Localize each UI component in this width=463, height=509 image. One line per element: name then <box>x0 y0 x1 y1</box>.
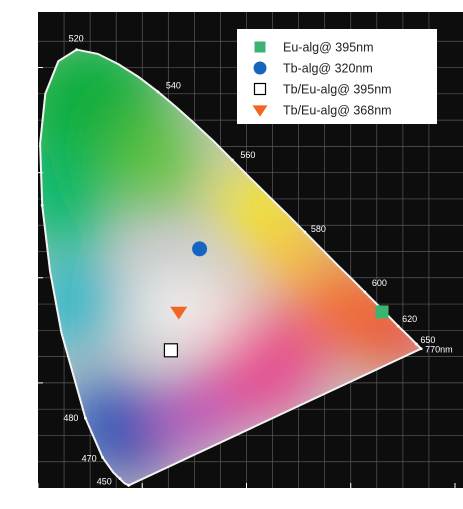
data-point <box>163 343 179 358</box>
gamut-blob <box>157 377 231 451</box>
data-point <box>192 241 208 257</box>
wavelength-tick <box>419 347 423 351</box>
wavelength-label: 450 <box>97 477 112 487</box>
wavelength-label: 520 <box>69 34 84 44</box>
wavelength-label: 770nm <box>425 345 453 355</box>
wavelength-tick <box>118 477 122 480</box>
wavelength-label: 620 <box>402 314 417 324</box>
legend-marker <box>253 61 267 75</box>
wavelength-tick <box>231 158 234 162</box>
wavelength-label: 480 <box>63 413 78 423</box>
x-tick-label: 0.2 <box>135 490 149 501</box>
wavelength-label: 580 <box>311 224 326 234</box>
data-point <box>170 306 188 320</box>
wavelength-tick <box>84 416 87 420</box>
wavelength-tick <box>415 342 418 346</box>
wavelength-label: 600 <box>372 278 387 288</box>
wavelength-label: 540 <box>166 81 181 91</box>
x-tick-label: 0.8 <box>441 490 455 501</box>
legend-label: Tb-alg@ 320nm <box>283 62 373 76</box>
x-tick-label: 0.6 <box>344 490 358 501</box>
wavelength-tick <box>75 48 78 52</box>
wavelength-label: 650 <box>420 335 435 345</box>
y-tick-label: 0.6 <box>19 168 33 179</box>
y-tick-label: 0.4 <box>19 273 33 284</box>
wavelength-label: 560 <box>240 150 255 160</box>
wavelength-tick <box>396 324 400 328</box>
y-axis-label: y <box>21 222 27 232</box>
wavelength-tick <box>127 483 131 487</box>
wavelength-tick <box>363 290 367 294</box>
wavelength-label: 470 <box>82 454 97 464</box>
wavelength-tick <box>303 230 307 234</box>
legend: Eu-alg@ 395nm Tb-alg@ 320nm Tb/Eu-alg@ 395… <box>237 29 437 124</box>
gamut-blob <box>194 288 247 341</box>
x-tick-label: 0 <box>35 490 41 501</box>
legend-label: Eu-alg@ 395nm <box>283 41 374 55</box>
wavelength-label: 380 <box>116 487 131 497</box>
legend-box <box>237 29 437 124</box>
legend-label: Tb/Eu-alg@ 368nm <box>283 104 392 118</box>
legend-label: Tb/Eu-alg@ 395nm <box>283 83 392 97</box>
gamut-blob <box>40 146 111 252</box>
gamut-blob <box>110 115 205 210</box>
data-point <box>375 305 389 319</box>
wavelength-label: 500 <box>23 195 38 205</box>
y-tick-label: 0.2 <box>19 378 33 389</box>
data-points <box>163 241 389 358</box>
legend-marker <box>254 41 266 53</box>
y-tick-label: 0.8 <box>19 63 33 74</box>
wavelength-tick <box>101 456 105 459</box>
wavelength-tick <box>40 203 44 207</box>
spectral-locus-outline <box>39 48 423 487</box>
x-tick-label: 0.4 <box>240 490 254 501</box>
axes: 0 0.2 0.4 0.6 0.8 0.2 0.4 0.6 0.8 y <box>19 63 456 501</box>
wavelength-tick <box>156 90 160 94</box>
gamut-blob <box>110 430 164 483</box>
legend-marker <box>252 105 268 117</box>
legend-marker <box>253 82 267 96</box>
